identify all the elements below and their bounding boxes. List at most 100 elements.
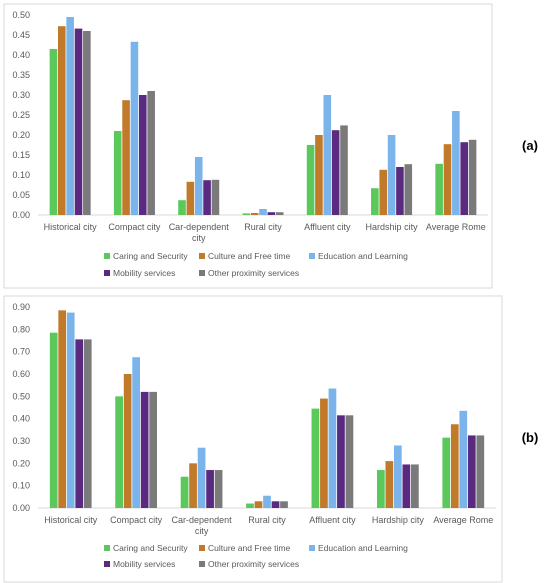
bar (49, 49, 58, 215)
bar (178, 200, 186, 215)
bar (189, 463, 197, 508)
y-tick-label: 0.50 (12, 10, 30, 20)
bar (66, 312, 75, 508)
y-tick-label: 0.50 (12, 391, 30, 401)
bar (340, 125, 348, 215)
bar (376, 470, 385, 508)
bar (275, 212, 284, 215)
bar (123, 374, 132, 508)
bar (138, 95, 147, 215)
bar (180, 476, 189, 508)
bar (214, 470, 223, 508)
legend-label: Caring and Security (113, 251, 188, 261)
panel-label: (a) (522, 138, 538, 153)
bar (271, 501, 280, 508)
bar (404, 164, 413, 215)
bar (396, 167, 404, 215)
legend-swatch (104, 561, 110, 567)
bar (246, 503, 254, 508)
legend-swatch (199, 561, 205, 567)
bar (83, 339, 92, 508)
legend-label: Caring and Security (113, 543, 188, 553)
y-tick-label: 0.45 (12, 30, 30, 40)
legend-swatch (104, 545, 110, 551)
bar (66, 17, 74, 215)
panel-label: (b) (522, 430, 539, 445)
legend-label: Education and Learning (318, 543, 408, 553)
bar (280, 501, 288, 508)
bar (460, 142, 469, 215)
bar (132, 357, 140, 508)
x-tick-label: Average Rome (426, 222, 486, 232)
bar (49, 332, 58, 508)
legend-label: Other proximity services (208, 559, 299, 569)
x-tick-label: Compact city (108, 222, 161, 232)
legend-swatch (199, 545, 205, 551)
bar (267, 212, 276, 215)
bar (254, 501, 263, 508)
bar (130, 41, 139, 215)
bar (58, 310, 67, 508)
bar (259, 209, 267, 215)
bar (385, 461, 394, 508)
bar (115, 396, 123, 508)
x-tick-label: Rural city (244, 222, 282, 232)
chart-panel-a: 0.00 0.05 0.10 0.15 0.20 0.25 0.30 0.35 0.40 0.45… (3, 3, 493, 289)
bar (331, 130, 340, 215)
bar (315, 135, 323, 215)
bar (452, 111, 460, 215)
bar (74, 28, 83, 215)
y-tick-label: 0.05 (12, 190, 30, 200)
x-tick-label: Historical city (44, 222, 98, 232)
bar (328, 388, 337, 508)
y-tick-label: 0.00 (12, 210, 30, 220)
y-tick-label: 0.20 (12, 458, 30, 468)
bar (468, 139, 477, 215)
bar (113, 131, 122, 215)
legend-swatch (309, 545, 315, 551)
bar (371, 188, 379, 215)
bar (263, 495, 271, 508)
bar (57, 26, 66, 216)
bar (442, 437, 451, 508)
y-tick-label: 0.30 (12, 90, 30, 100)
bar (435, 163, 443, 215)
y-tick-label: 0.70 (12, 347, 30, 357)
bar (206, 470, 214, 508)
chart-frame (3, 3, 493, 289)
y-tick-label: 0.00 (12, 503, 30, 513)
x-tick-label: Compact city (110, 515, 163, 525)
bar (250, 213, 259, 215)
bar (194, 157, 203, 215)
y-tick-label: 0.40 (12, 414, 30, 424)
x-tick-label: Car-dependent (172, 515, 233, 525)
x-tick-label: Hardship city (372, 515, 425, 525)
y-tick-label: 0.60 (12, 369, 30, 379)
y-tick-label: 0.30 (12, 436, 30, 446)
chart-panel-b: 0.00 0.10 0.20 0.30 0.40 0.50 0.60 0.70 0.80 0.90… (3, 295, 503, 583)
legend-swatch (104, 270, 110, 276)
bar (411, 464, 419, 508)
y-tick-label: 0.80 (12, 324, 30, 334)
legend-swatch (199, 270, 205, 276)
x-tick-label: Car-dependent (169, 222, 230, 232)
legend-label: Culture and Free time (208, 543, 290, 553)
bar (83, 31, 91, 215)
bar (450, 424, 459, 508)
bar (311, 408, 320, 508)
y-tick-label: 0.20 (12, 130, 30, 140)
x-tick-label: city (195, 526, 209, 536)
bar (323, 95, 332, 215)
legend-swatch (309, 253, 315, 259)
bar (75, 339, 84, 508)
bar (459, 410, 468, 508)
bar (197, 447, 206, 508)
x-tick-label: Hardship city (366, 222, 419, 232)
bar (467, 435, 476, 508)
legend-label: Mobility services (113, 559, 175, 569)
x-tick-label: Rural city (248, 515, 286, 525)
bar (242, 213, 251, 215)
y-tick-label: 0.90 (12, 302, 30, 312)
bar (476, 435, 485, 508)
